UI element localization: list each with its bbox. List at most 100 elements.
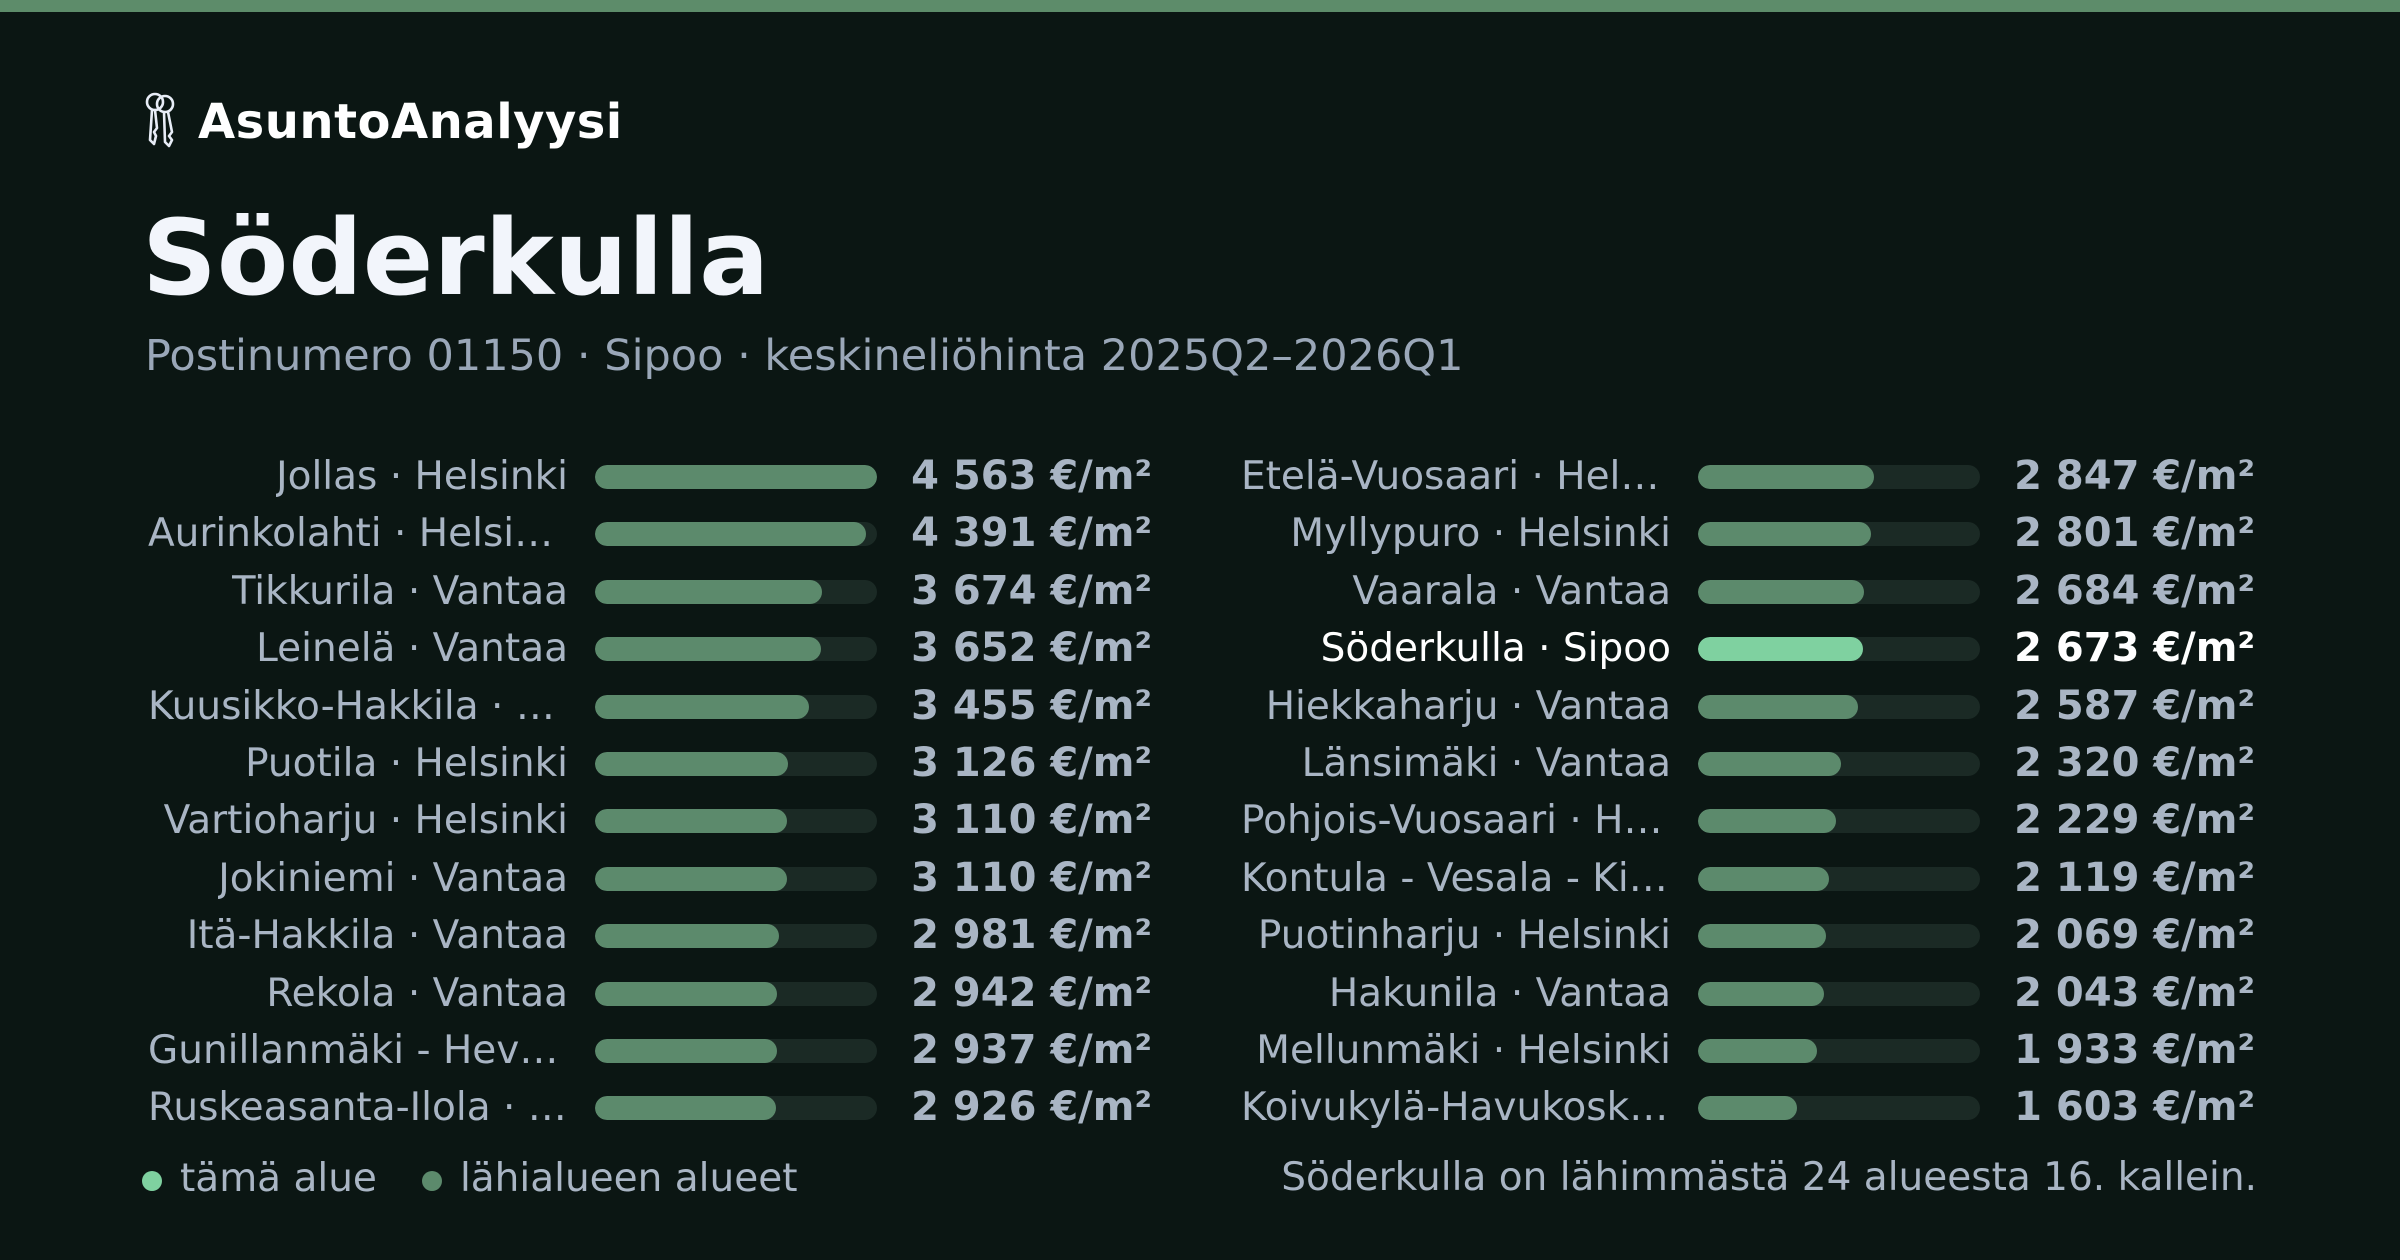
legend-label-this-area: tämä alue <box>180 1155 377 1201</box>
price-bar-track <box>595 1038 877 1063</box>
price-value: 2 069 €/m² <box>2014 912 2255 959</box>
page-title: Söderkulla <box>142 197 770 319</box>
price-bar-track <box>595 465 877 489</box>
price-bar <box>595 579 823 604</box>
price-bar-track <box>595 809 877 834</box>
price-bar <box>595 522 867 547</box>
price-value: 3 674 €/m² <box>911 567 1152 614</box>
price-value: 2 587 €/m² <box>2014 682 2255 729</box>
area-name: Hiekkaharju · Vantaa <box>1265 683 1671 729</box>
price-bar-track <box>1698 694 1980 719</box>
area-row: Puotila · Helsinki 3 126 €/m² <box>0 735 1200 792</box>
price-bar-track <box>1698 1096 1980 1121</box>
area-row: Ruskeasanta-Ilola · Vantaa 2 926 €/m² <box>0 1079 1200 1136</box>
price-bar <box>595 1096 776 1121</box>
page-subtitle: Postinumero 01150 · Sipoo · keskineliöhi… <box>145 331 1464 381</box>
area-row: Itä-Hakkila · Vantaa 2 981 €/m² <box>0 907 1200 964</box>
price-value: 2 926 €/m² <box>911 1084 1152 1131</box>
price-bar <box>1698 465 1874 489</box>
price-value: 3 126 €/m² <box>911 739 1152 786</box>
area-row: Jokiniemi · Vantaa 3 110 €/m² <box>0 850 1200 907</box>
area-name: Jokiniemi · Vantaa <box>218 855 568 901</box>
price-bar <box>1698 1038 1818 1063</box>
area-name: Itä-Hakkila · Vantaa <box>186 913 568 959</box>
legend-item-nearby: lähialueen alueet <box>421 1156 798 1201</box>
area-row: Länsimäki · Vantaa 2 320 €/m² <box>1103 735 2303 792</box>
area-row: Etelä-Vuosaari · Helsinki 2 847 €/m² <box>1103 448 2303 505</box>
price-bar <box>1698 809 1836 834</box>
keys-icon <box>142 90 178 154</box>
price-bar-track <box>1698 809 1980 834</box>
area-name: Leinelä · Vantaa <box>256 626 568 672</box>
price-bar-track <box>1698 866 1980 891</box>
area-row: Hakunila · Vantaa 2 043 €/m² <box>1103 965 2303 1022</box>
price-list-right: Etelä-Vuosaari · Helsinki 2 847 €/m² Mylly… <box>1103 448 2303 1137</box>
price-value: 2 673 €/m² <box>2014 625 2255 672</box>
legend-item-this-area: tämä alue <box>142 1156 377 1201</box>
area-name: Pohjois-Vuosaari · Helsinki <box>1241 798 1671 844</box>
price-value: 3 110 €/m² <box>911 854 1152 901</box>
area-row: Gunillanmäki - Hevossalmi · Helsinki 2 93… <box>0 1022 1200 1079</box>
area-row: Aurinkolahti · Helsinki 4 391 €/m² <box>0 505 1200 562</box>
price-bar-track <box>595 1096 877 1121</box>
area-row: Koivukylä-Havukoski · Vantaa 1 603 €/m² <box>1103 1079 2303 1136</box>
brand: AsuntoAnalyysi <box>142 92 623 152</box>
price-value: 2 937 €/m² <box>911 1026 1152 1073</box>
price-value: 3 652 €/m² <box>911 625 1152 672</box>
area-name: Mellunmäki · Helsinki <box>1256 1027 1671 1073</box>
top-accent-bar <box>0 0 2400 12</box>
area-row: Jollas · Helsinki 4 563 €/m² <box>0 448 1200 505</box>
price-bar-track <box>595 522 877 547</box>
price-bar-track <box>595 579 877 604</box>
area-name: Vartioharju · Helsinki <box>163 798 568 844</box>
price-value: 1 603 €/m² <box>2014 1084 2255 1131</box>
area-name: Kontula - Vesala - Kivikko · Helsinki <box>1241 855 1671 901</box>
price-value: 2 847 €/m² <box>2014 453 2255 499</box>
area-row-current: Söderkulla · Sipoo 2 673 €/m² <box>1103 620 2303 677</box>
price-bar-track <box>1698 522 1980 547</box>
area-name: Puotinharju · Helsinki <box>1257 913 1671 959</box>
area-row: Vaarala · Vantaa 2 684 €/m² <box>1103 563 2303 620</box>
area-name: Kuusikko-Hakkila · Vantaa <box>148 683 568 729</box>
price-value: 2 801 €/m² <box>2014 510 2255 557</box>
price-bar <box>1698 981 1825 1006</box>
area-name: Länsimäki · Vantaa <box>1301 740 1671 786</box>
area-name: Söderkulla · Sipoo <box>1320 626 1671 672</box>
price-bar <box>595 866 788 891</box>
price-value: 2 229 €/m² <box>2014 797 2255 844</box>
price-value: 3 455 €/m² <box>911 682 1152 729</box>
area-row: Rekola · Vantaa 2 942 €/m² <box>0 965 1200 1022</box>
area-name: Jollas · Helsinki <box>276 454 568 499</box>
area-name: Puotila · Helsinki <box>245 740 568 786</box>
area-row: Tikkurila · Vantaa 3 674 €/m² <box>0 563 1200 620</box>
price-bar <box>595 751 789 776</box>
area-row: Pohjois-Vuosaari · Helsinki 2 229 €/m² <box>1103 792 2303 849</box>
area-row: Leinelä · Vantaa 3 652 €/m² <box>0 620 1200 677</box>
area-name: Ruskeasanta-Ilola · Vantaa <box>148 1085 568 1131</box>
price-value: 1 933 €/m² <box>2014 1026 2255 1073</box>
price-value: 2 942 €/m² <box>911 969 1152 1016</box>
price-bar <box>595 637 821 662</box>
area-row: Mellunmäki · Helsinki 1 933 €/m² <box>1103 1022 2303 1079</box>
legend: tämä alue lähialueen alueet <box>142 1150 843 1206</box>
area-row: Puotinharju · Helsinki 2 069 €/m² <box>1103 907 2303 964</box>
price-value: 4 563 €/m² <box>911 453 1152 499</box>
price-bar-track <box>1698 637 1980 662</box>
price-bar <box>595 694 809 719</box>
area-name: Koivukylä-Havukoski · Vantaa <box>1241 1085 1671 1131</box>
price-bar-track <box>1698 751 1980 776</box>
price-bar <box>595 1038 777 1063</box>
price-bar-track <box>1698 465 1980 489</box>
area-name: Hakunila · Vantaa <box>1328 970 1671 1016</box>
price-bar <box>595 981 777 1006</box>
price-bar-track <box>1698 981 1980 1006</box>
price-list-left: Jollas · Helsinki 4 563 €/m² Aurinkolahti … <box>0 448 1200 1137</box>
price-bar <box>595 924 780 949</box>
area-name: Gunillanmäki - Hevossalmi · Helsinki <box>148 1027 568 1073</box>
price-bar <box>1698 751 1842 776</box>
area-name: Aurinkolahti · Helsinki <box>148 511 568 557</box>
price-bar <box>1698 924 1826 949</box>
price-bar-track <box>595 694 877 719</box>
price-bar-track <box>595 751 877 776</box>
price-bar-track <box>1698 924 1980 949</box>
